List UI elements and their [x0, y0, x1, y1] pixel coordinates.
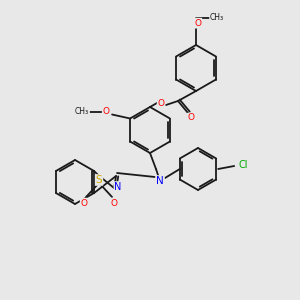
Text: CH₃: CH₃ — [210, 14, 224, 22]
Text: N: N — [156, 176, 164, 186]
Text: O: O — [103, 107, 110, 116]
Text: O: O — [188, 113, 194, 122]
Text: O: O — [111, 199, 118, 208]
Text: S: S — [96, 175, 102, 185]
Text: Cl: Cl — [238, 160, 248, 170]
Text: O: O — [158, 98, 164, 107]
Text: CH₃: CH₃ — [75, 107, 89, 116]
Text: N: N — [114, 182, 122, 192]
Text: O: O — [194, 19, 202, 28]
Text: O: O — [81, 199, 88, 208]
